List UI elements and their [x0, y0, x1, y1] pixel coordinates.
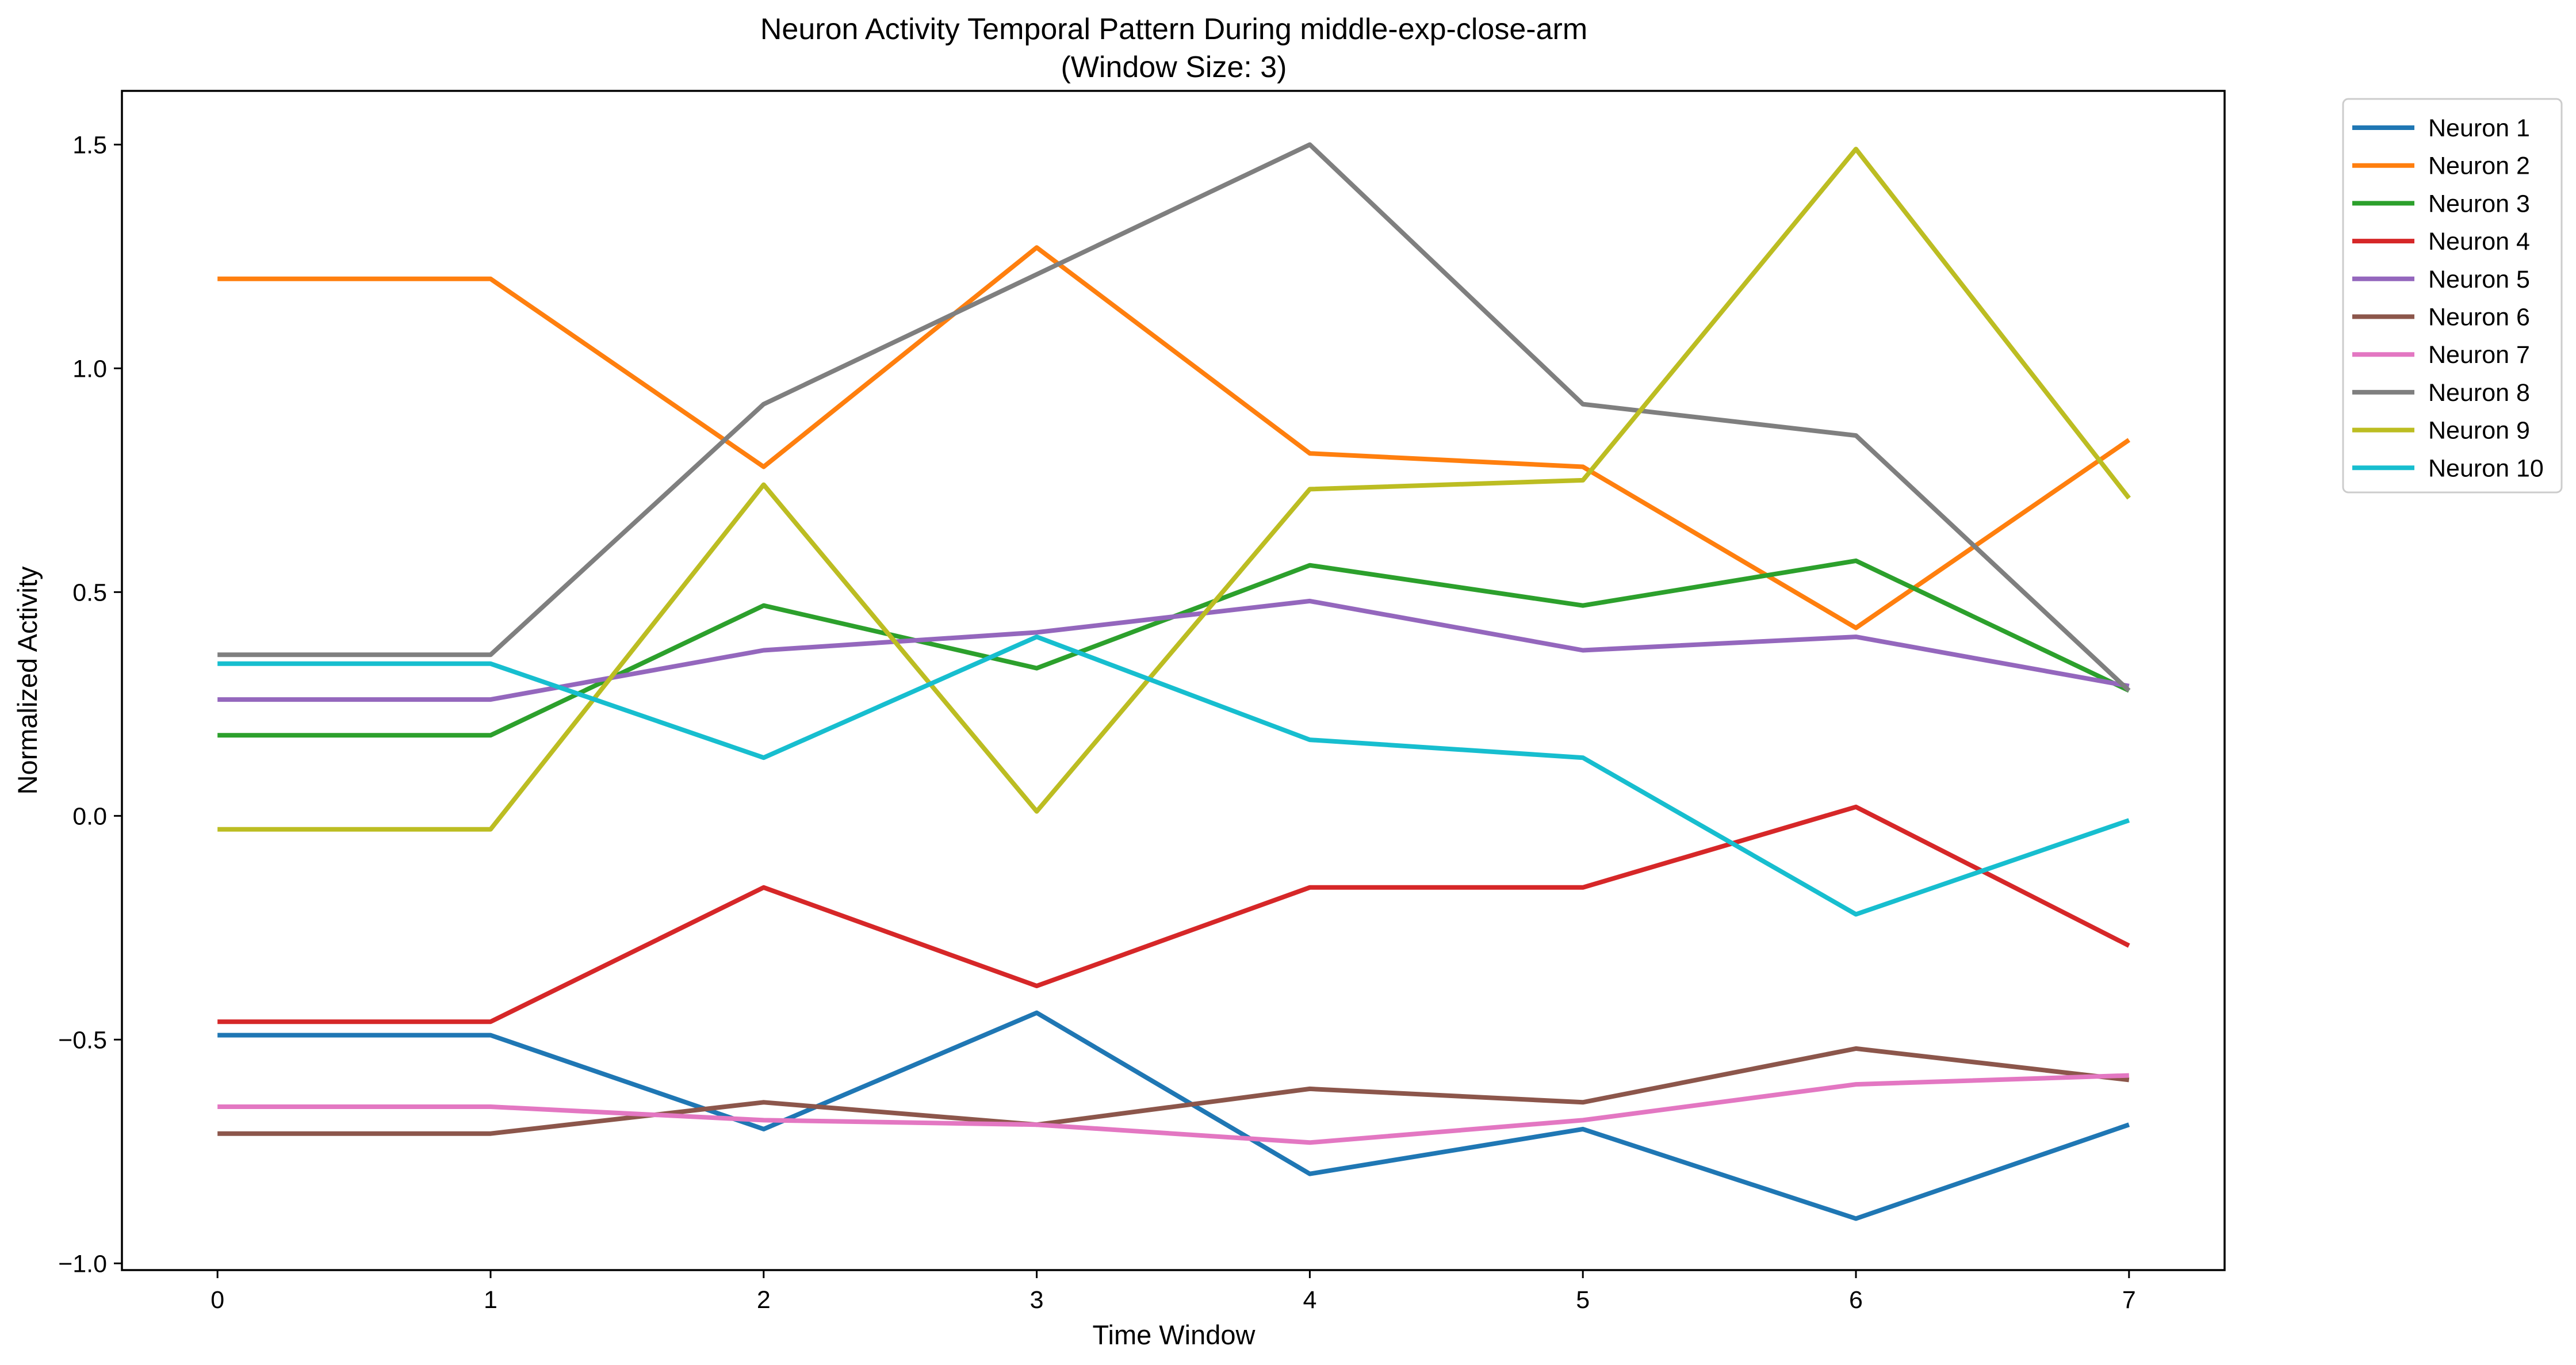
x-tick-label: 6 [1849, 1286, 1863, 1314]
legend-label-neuron-9: Neuron 9 [2428, 417, 2530, 445]
series-line-neuron-9 [217, 147, 2131, 832]
x-tick-label: 1 [484, 1286, 497, 1314]
y-tick-label: −0.5 [58, 1026, 107, 1054]
legend-label-neuron-7: Neuron 7 [2428, 341, 2530, 369]
series-line-neuron-8 [217, 142, 2131, 693]
series-line-neuron-6 [217, 1046, 2130, 1136]
series-lines [217, 142, 2131, 1221]
x-tick-label: 2 [757, 1286, 771, 1314]
y-axis: −1.0 −0.5 0.0 0.5 1.0 1.5 [58, 131, 122, 1278]
x-tick-label: 4 [1303, 1286, 1316, 1314]
x-tick-label: 5 [1576, 1286, 1590, 1314]
legend-label-neuron-5: Neuron 5 [2428, 266, 2530, 293]
y-tick-label: 1.5 [72, 131, 107, 159]
legend-label-neuron-4: Neuron 4 [2428, 228, 2530, 255]
y-tick-label: 0.0 [72, 802, 107, 830]
chart-title: Neuron Activity Temporal Pattern During … [760, 13, 1587, 46]
x-tick-label: 3 [1030, 1286, 1044, 1314]
legend-label-neuron-8: Neuron 8 [2428, 379, 2530, 407]
y-axis-label: Normalized Activity [12, 566, 43, 794]
plot-area-frame [121, 90, 2226, 1271]
series-line-neuron-1 [217, 1010, 2130, 1221]
x-tick-label: 0 [210, 1286, 224, 1314]
x-axis: 0 1 2 3 4 5 6 7 [210, 1270, 2136, 1314]
series-line-neuron-5 [217, 598, 2130, 702]
series-line-neuron-10 [217, 634, 2130, 917]
legend: Neuron 1 Neuron 2 Neuron 3 Neuron 4 Neuron 5… [2342, 98, 2563, 494]
legend-label-neuron-1: Neuron 1 [2428, 114, 2530, 142]
y-tick-label: 1.0 [72, 355, 107, 383]
x-tick-label: 7 [2122, 1286, 2136, 1314]
legend-label-neuron-6: Neuron 6 [2428, 304, 2530, 331]
y-tick-label: −1.0 [58, 1250, 107, 1278]
legend-label-neuron-3: Neuron 3 [2428, 190, 2530, 217]
legend-label-neuron-2: Neuron 2 [2428, 152, 2530, 180]
x-axis-label: Time Window [1093, 1320, 1256, 1350]
y-tick-label: 0.5 [72, 579, 107, 606]
series-line-neuron-7 [217, 1073, 2129, 1145]
chart-subtitle: (Window Size: 3) [1061, 51, 1287, 84]
series-line-neuron-2 [217, 245, 2131, 630]
series-line-neuron-4 [217, 804, 2130, 1024]
legend-label-neuron-10: Neuron 10 [2428, 454, 2544, 482]
